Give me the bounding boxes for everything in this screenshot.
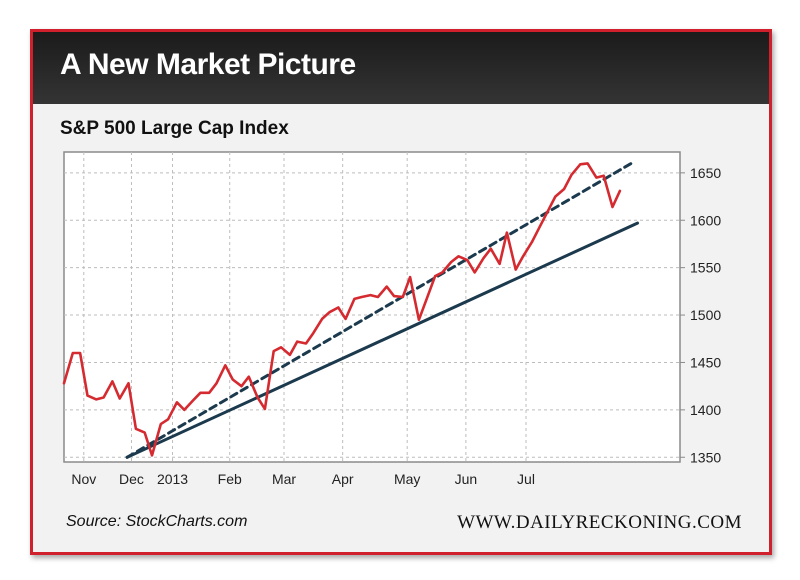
- y-tick-label: 1600: [690, 212, 721, 228]
- y-tick-label: 1350: [690, 449, 721, 465]
- y-tick-label: 1650: [690, 165, 721, 181]
- plot-area: [63, 151, 681, 463]
- price-line: [62, 162, 622, 457]
- y-axis-labels: 1350 1400 1450 1500 1550 1600 1650: [690, 165, 721, 465]
- headline: A New Market Picture: [60, 48, 356, 81]
- source-note: Source: StockCharts.com: [66, 513, 248, 530]
- x-tick-label: Nov: [71, 471, 96, 487]
- x-tick-label: Jun: [455, 471, 478, 487]
- lower-trend-line: [125, 221, 639, 459]
- upper-trend-line: [125, 160, 636, 459]
- site-url: WWW.DAILYRECKONING.COM: [457, 512, 742, 533]
- x-tick-label: Feb: [218, 471, 242, 487]
- x-tick-label: Jul: [517, 471, 535, 487]
- x-axis-labels: Nov Dec 2013 Feb Mar Apr May Jun Jul: [71, 471, 535, 487]
- series-layer: [62, 160, 639, 459]
- header-bar: A New Market Picture: [33, 32, 769, 104]
- y-tick-label: 1450: [690, 354, 721, 370]
- x-tick-label: 2013: [157, 471, 188, 487]
- chart-title: S&P 500 Large Cap Index: [60, 118, 289, 139]
- y-tick-label: 1500: [690, 307, 721, 323]
- x-tick-label: May: [394, 471, 420, 487]
- x-tick-label: Apr: [332, 471, 354, 487]
- y-tick-label: 1550: [690, 260, 721, 276]
- x-tick-label: Dec: [119, 471, 144, 487]
- y-tick-label: 1400: [690, 402, 721, 418]
- x-tick-label: Mar: [272, 471, 296, 487]
